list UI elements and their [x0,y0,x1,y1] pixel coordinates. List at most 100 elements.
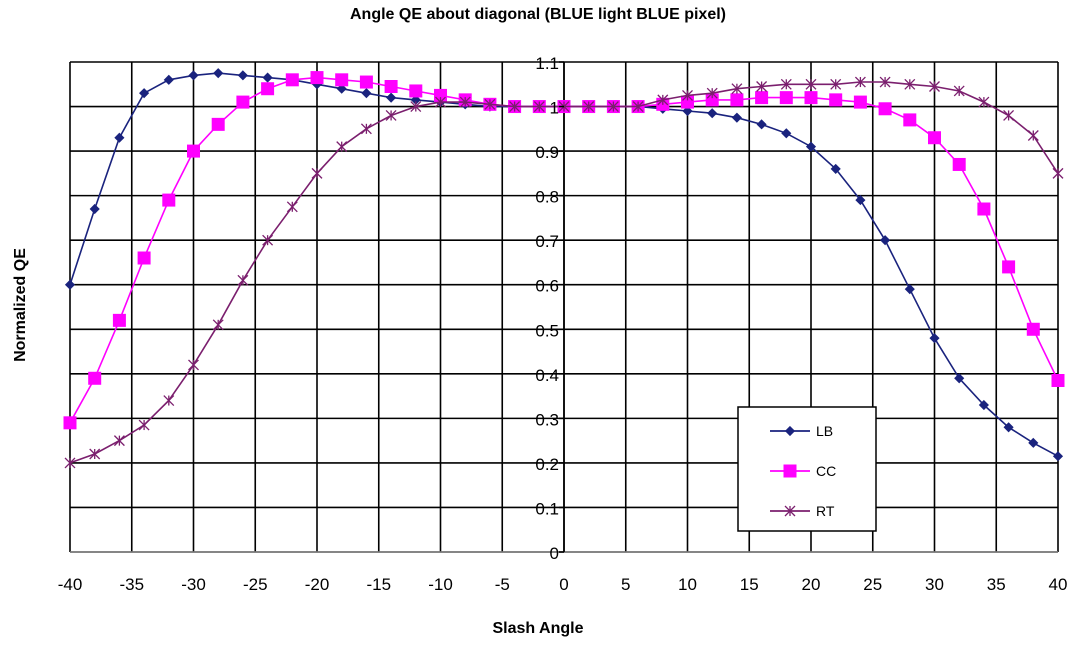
data-point-lb [386,92,397,103]
x-tick-label: -25 [243,575,268,594]
legend-label-cc: CC [816,463,836,479]
legend-item-lb: LB [770,423,833,439]
data-point-cc [261,82,275,96]
data-point-lb [1052,451,1064,462]
x-tick-label: -15 [366,575,391,594]
data-point-rt [978,96,990,108]
data-point-cc [285,73,299,87]
y-tick-label: 0.2 [535,455,559,474]
chart-title: Angle QE about diagonal (BLUE light BLUE… [350,6,726,23]
data-point-cc [829,93,843,107]
data-point-lb [855,195,866,206]
data-point-lb [707,108,718,119]
data-point-rt [113,435,125,447]
x-tick-label: 25 [863,575,882,594]
x-tick-label: -35 [119,575,144,594]
data-point-rt [163,395,175,407]
data-point-rt [682,89,693,101]
data-point-rt [1027,130,1039,141]
data-point-lb [756,119,767,130]
data-point-rt [360,123,372,135]
data-point-cc [804,91,818,105]
plot-grid [69,61,1059,553]
data-point-rt [212,319,224,331]
data-point-rt [385,109,397,121]
x-axis-label: Slash Angle [492,620,584,637]
data-point-rt [459,96,471,108]
data-point-lb [213,68,224,79]
data-point-lb [1028,437,1039,448]
data-point-cc [878,102,892,116]
data-point-rt [756,81,768,92]
data-point-cc [853,95,867,109]
data-point-rt [706,87,718,99]
data-point-lb [361,88,372,99]
data-point-cc [359,75,373,89]
data-point-cc [1051,374,1065,387]
data-point-cc [384,80,398,93]
data-point-rt [1052,167,1064,179]
data-point-lb [830,163,841,174]
data-point-lb [904,284,915,295]
y-tick-label: 0.6 [535,277,559,296]
data-point-lb [1003,422,1014,433]
x-tick-label: 20 [802,575,821,594]
x-tick-label: -30 [181,575,206,594]
x-tick-label: 30 [925,575,944,594]
x-tick-label: 10 [678,575,697,594]
data-point-rt [953,85,965,97]
x-tick-label: 15 [740,575,759,594]
data-point-lb [731,112,742,123]
data-point-cc [952,157,966,171]
x-tick-label: -40 [58,575,83,594]
data-point-rt [780,78,792,90]
data-point-cc [236,95,250,109]
data-point-lb [880,235,891,246]
x-tick-label: 5 [621,575,630,594]
data-point-rt [64,457,76,469]
data-point-rt [237,274,249,286]
y-tick-label: 1.1 [535,54,559,73]
x-tick-label: 0 [559,575,568,594]
data-point-cc [63,416,77,430]
x-tick-label: 35 [987,575,1006,594]
legend-marker-cc [783,464,797,478]
data-point-lb [781,128,792,139]
data-point-rt [607,101,619,113]
data-point-cc [1026,322,1040,336]
legend-marker-rt [784,505,796,517]
data-point-lb [954,373,965,384]
data-point-cc [310,71,324,85]
y-tick-label: 0.9 [535,143,559,162]
data-point-lb [163,74,174,85]
y-tick-label: 0.8 [535,188,559,207]
data-point-lb [336,83,347,94]
data-point-rt [533,101,545,113]
data-point-rt [311,167,323,179]
data-point-cc [211,117,225,131]
data-point-cc [335,73,349,87]
data-point-lb [188,70,199,81]
data-point-rt [805,78,817,90]
y-tick-label: 1 [550,99,559,118]
data-point-lb [139,88,150,99]
data-point-lb [682,105,693,117]
data-point-rt [262,234,274,246]
data-point-rt [879,76,891,88]
data-point-rt [904,78,916,90]
data-point-lb [114,132,125,143]
data-point-rt [89,448,101,460]
y-axis-label: Normalized QE [12,248,29,362]
data-point-lb [237,70,248,81]
legend-label-lb: LB [816,423,833,439]
y-tick-label: 0.5 [535,321,559,340]
data-point-rt [1003,109,1015,121]
data-point-rt [410,101,422,113]
data-point-cc [977,202,991,216]
data-point-rt [830,78,842,90]
data-point-cc [187,144,200,158]
data-point-cc [1002,260,1016,274]
data-point-rt [657,94,669,106]
data-point-cc [903,113,917,127]
data-point-cc [112,313,126,327]
